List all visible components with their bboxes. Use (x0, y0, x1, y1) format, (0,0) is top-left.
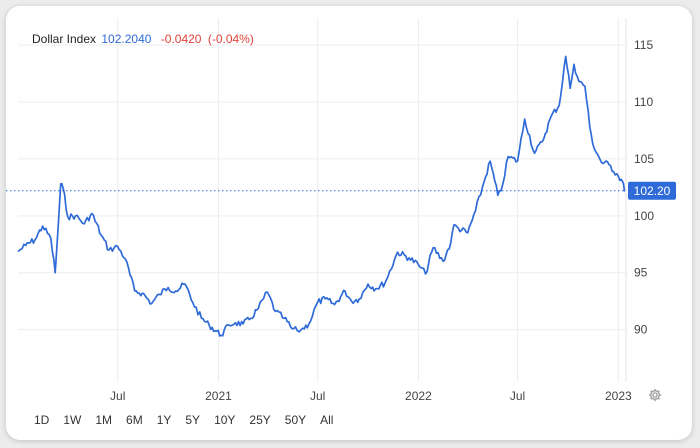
x-tick-label: 2023 (605, 389, 632, 403)
x-tick-label: 2021 (205, 389, 232, 403)
x-tick-label: Jul (510, 389, 525, 403)
x-tick-label: 2022 (405, 389, 432, 403)
range-button-25y[interactable]: 25Y (249, 413, 271, 427)
range-button-1w[interactable]: 1W (63, 413, 82, 427)
y-tick-label: 115 (634, 38, 653, 52)
gear-icon[interactable] (648, 388, 662, 402)
last-value-label: 102.20 (634, 184, 671, 198)
range-button-50y[interactable]: 50Y (284, 413, 307, 427)
price-change-percent: (-0.04%) (207, 32, 254, 46)
x-tick-label: Jul (110, 389, 125, 403)
price-change: -0.0420 (160, 32, 202, 46)
range-button-6m[interactable]: 6M (126, 413, 143, 427)
y-tick-label: 90 (634, 323, 648, 337)
current-price: 102.2040 (101, 32, 152, 46)
chart-header: Dollar Index 102.2040 -0.0420 (-0.04%) (32, 32, 254, 46)
y-tick-label: 100 (634, 209, 654, 223)
x-tick-label: Jul (310, 389, 325, 403)
range-button-10y[interactable]: 10Y (214, 413, 236, 427)
y-tick-label: 110 (634, 95, 653, 109)
range-button-all[interactable]: All (320, 413, 334, 427)
instrument-name: Dollar Index (32, 32, 97, 46)
last-value-badge: 102.20 (628, 181, 676, 200)
y-tick-label: 105 (634, 152, 654, 166)
series-line (17, 55, 626, 337)
price-chart[interactable]: 90 95 100 105 110 115 Jul 2021 Jul 2022 Jul 2023 102… (6, 6, 692, 440)
range-button-5y[interactable]: 5Y (185, 413, 201, 427)
range-button-1m[interactable]: 1M (95, 413, 113, 427)
range-button-1y[interactable]: 1Y (156, 413, 172, 427)
chart-card: 90 95 100 105 110 115 Jul 2021 Jul 2022 Jul 2023 102… (6, 6, 692, 440)
y-tick-label: 95 (634, 266, 648, 280)
range-button-1d[interactable]: 1D (34, 413, 50, 427)
range-selector: 1D 1W 1M 6M 1Y 5Y 10Y 25Y 50Y All (34, 413, 347, 427)
